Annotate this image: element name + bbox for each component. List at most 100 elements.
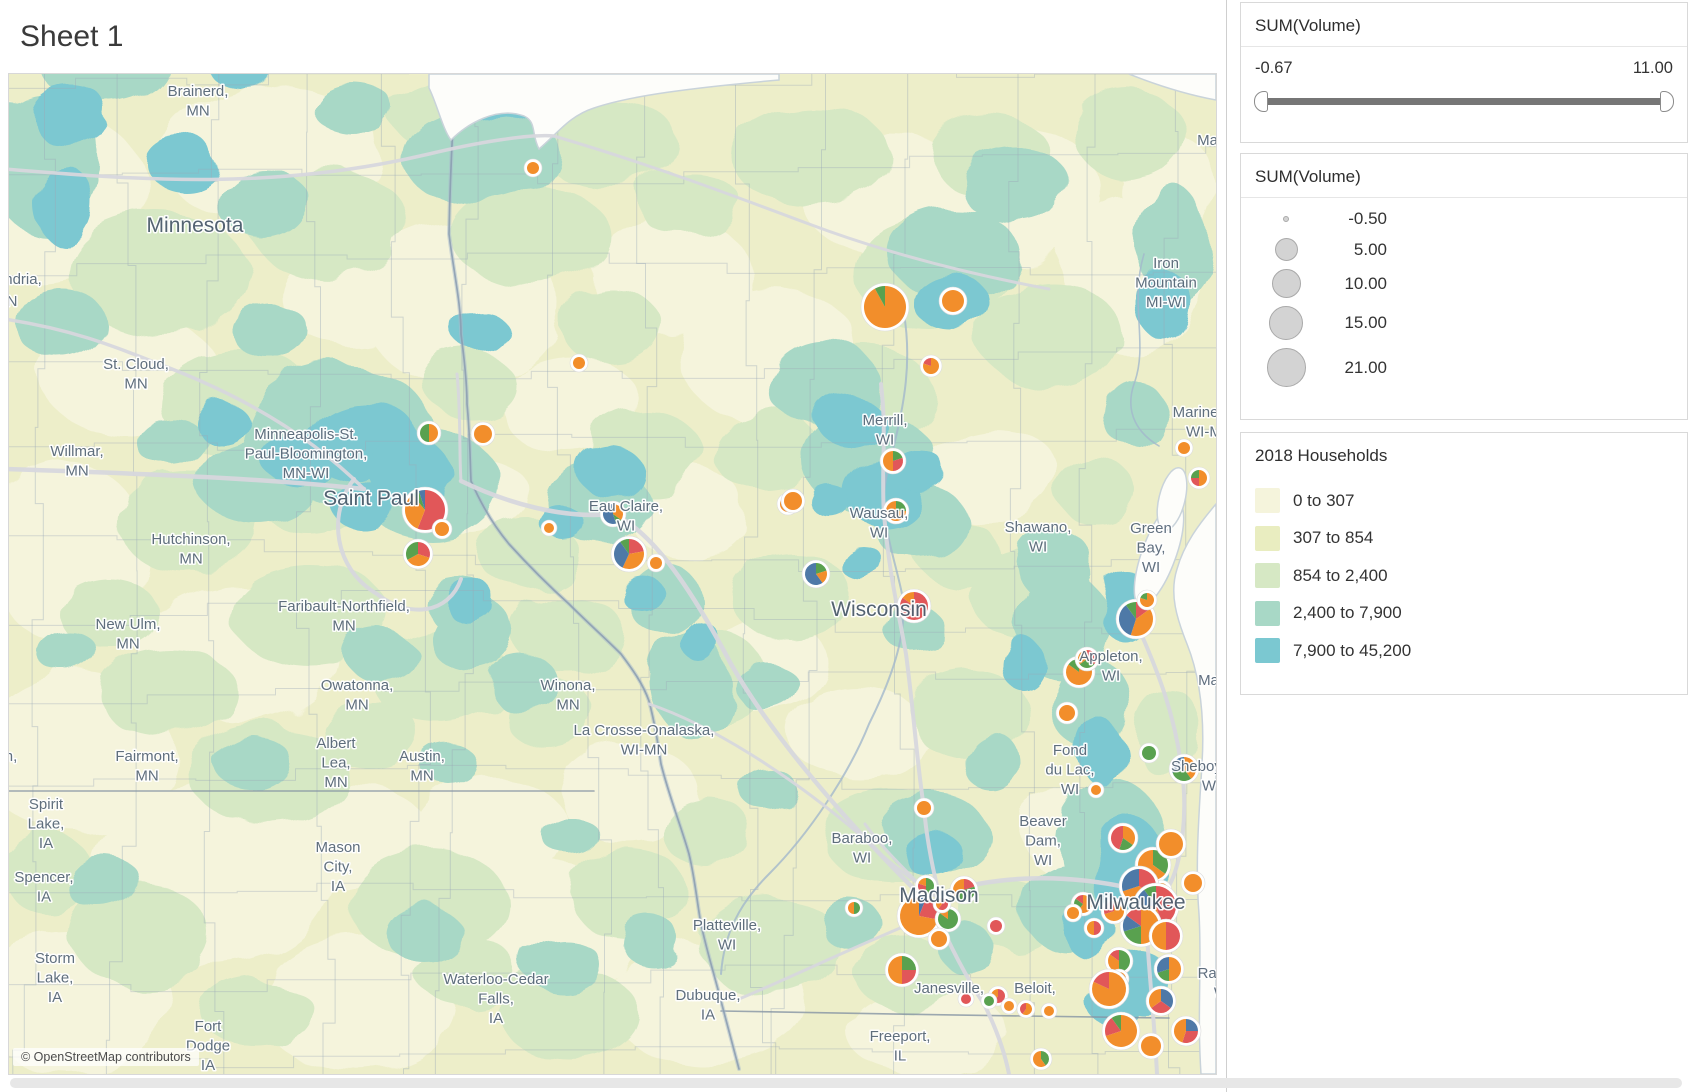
map-place-label: Willmar, MN: [50, 443, 103, 480]
pie-marker[interactable]: [860, 282, 910, 332]
map-place-label: n,: [9, 748, 17, 765]
pie-marker[interactable]: [416, 420, 442, 446]
map-place-label: Waterloo-Cedar Falls, IA: [443, 971, 548, 1027]
pie-marker[interactable]: [1168, 753, 1200, 785]
pie-marker[interactable]: [980, 992, 998, 1010]
color-legend-value: 2,400 to 7,900: [1293, 603, 1402, 623]
pie-marker[interactable]: [1101, 1011, 1141, 1051]
size-legend-circle: [1266, 348, 1306, 387]
size-legend-row[interactable]: 15.00: [1241, 302, 1687, 344]
size-legend-row[interactable]: -0.50: [1241, 204, 1687, 234]
pie-marker[interactable]: [431, 518, 453, 540]
pie-marker[interactable]: [610, 535, 648, 573]
map-place-label: Saint Paul: [323, 487, 419, 510]
color-legend-swatch: [1255, 488, 1280, 514]
size-legend-circle: [1271, 269, 1301, 298]
map-place-label: Fairmont, MN: [115, 748, 178, 785]
horizontal-scrollbar[interactable]: [10, 1078, 1682, 1088]
pie-marker[interactable]: [1055, 701, 1079, 725]
pie-marker[interactable]: [1074, 646, 1100, 672]
slider-track[interactable]: [1260, 98, 1668, 105]
size-legend-row[interactable]: 10.00: [1241, 265, 1687, 302]
pie-marker[interactable]: [646, 553, 666, 573]
color-legend-row[interactable]: 7,900 to 45,200: [1241, 632, 1687, 670]
pie-marker[interactable]: [1083, 917, 1105, 939]
map-place-label: New Ulm, MN: [95, 616, 160, 653]
pie-marker[interactable]: [986, 916, 1006, 936]
map-canvas[interactable]: Brainerd,MN Minnesota ndria, N St. Cloud,MN W…: [8, 73, 1217, 1075]
map-place-label: Spencer, IA: [14, 869, 73, 906]
color-legend-value: 307 to 854: [1293, 528, 1374, 548]
households-color-legend: 2018 Households 0 to 307 307 to 854 854 to…: [1240, 432, 1688, 695]
pie-marker[interactable]: [1040, 1002, 1058, 1020]
size-legend-row[interactable]: 5.00: [1241, 234, 1687, 265]
map-place-label: Winona, MN: [540, 677, 595, 714]
pie-marker[interactable]: [1016, 999, 1036, 1019]
map-place-label: Minneapolis-St. Paul-Bloomington, MN-WI: [245, 426, 368, 482]
color-legend-value: 7,900 to 45,200: [1293, 640, 1412, 660]
pie-marker[interactable]: [1137, 1032, 1165, 1060]
color-legend-row[interactable]: 854 to 2,400: [1241, 557, 1687, 595]
volume-range-slider: [1254, 89, 1674, 117]
map-place-label: Janesville,: [914, 980, 984, 997]
pie-marker[interactable]: [1187, 466, 1211, 490]
color-legend-row[interactable]: 2,400 to 7,900: [1241, 595, 1687, 633]
volume-size-legend: SUM(Volume) -0.50 5.00 10.00 15.00 21.00: [1240, 153, 1688, 420]
pie-marker[interactable]: [1063, 903, 1083, 923]
pie-marker[interactable]: [470, 421, 496, 447]
pie-marker[interactable]: [1180, 870, 1206, 896]
slider-handle-min[interactable]: [1254, 91, 1268, 112]
pie-marker[interactable]: [1029, 1047, 1053, 1071]
pie-marker[interactable]: [1145, 985, 1177, 1017]
pie-marker[interactable]: [896, 893, 942, 939]
pie-marker[interactable]: [938, 286, 968, 316]
pie-marker[interactable]: [1100, 897, 1128, 925]
pie-marker[interactable]: [1000, 997, 1018, 1015]
map-place-label: Brainerd, MN: [168, 83, 229, 120]
map-place-label: Fort Dodge IA: [186, 1018, 230, 1074]
pie-marker[interactable]: [1070, 891, 1096, 917]
pie-marker[interactable]: [1136, 589, 1158, 611]
map-place-label: Austin, MN: [399, 748, 445, 785]
pie-marker[interactable]: [540, 519, 558, 537]
pie-marker[interactable]: [1107, 822, 1139, 854]
pie-marker[interactable]: [1170, 1015, 1202, 1047]
pie-marker[interactable]: [569, 353, 589, 373]
size-legend-row[interactable]: 21.00: [1241, 344, 1687, 391]
map-place-label: N: [9, 293, 17, 310]
pie-marker[interactable]: [896, 588, 932, 624]
pie-marker[interactable]: [914, 874, 938, 898]
pie-marker[interactable]: [879, 447, 907, 475]
map-place-label: Shawano, WI: [1005, 519, 1072, 556]
pie-marker[interactable]: [927, 927, 951, 951]
size-legend-value: -0.50: [1348, 209, 1387, 228]
pie-marker[interactable]: [599, 500, 627, 528]
map-place-label: Manitowoc,WI: [1198, 672, 1216, 709]
pie-marker[interactable]: [1138, 742, 1160, 764]
pie-marker[interactable]: [1148, 918, 1184, 954]
pie-marker[interactable]: [1174, 438, 1194, 458]
map-place-label: La Crosse-Onalaska, WI-MN: [574, 722, 715, 759]
pie-marker[interactable]: [957, 990, 975, 1008]
pie-marker[interactable]: [932, 894, 952, 914]
size-legend-value: 5.00: [1353, 239, 1387, 259]
pie-marker[interactable]: [1155, 828, 1187, 860]
pie-marker[interactable]: [919, 354, 943, 378]
pie-marker[interactable]: [884, 952, 920, 988]
pie-marker[interactable]: [1087, 781, 1105, 799]
pie-marker[interactable]: [1088, 968, 1130, 1010]
map-place-label: Eau Claire, WI: [589, 498, 663, 535]
color-legend-row[interactable]: 0 to 307: [1241, 482, 1687, 520]
size-legend-circle: [1274, 238, 1298, 261]
pie-marker[interactable]: [801, 559, 831, 589]
slider-handle-max[interactable]: [1660, 91, 1674, 112]
pie-marker[interactable]: [949, 875, 979, 905]
pie-marker[interactable]: [523, 158, 543, 178]
pie-marker[interactable]: [402, 538, 434, 570]
pie-marker[interactable]: [1153, 953, 1185, 985]
pie-marker[interactable]: [844, 898, 864, 918]
pie-marker[interactable]: [780, 488, 806, 514]
color-legend-row[interactable]: 307 to 854: [1241, 520, 1687, 558]
pie-marker[interactable]: [882, 497, 910, 525]
pie-marker[interactable]: [913, 797, 935, 819]
